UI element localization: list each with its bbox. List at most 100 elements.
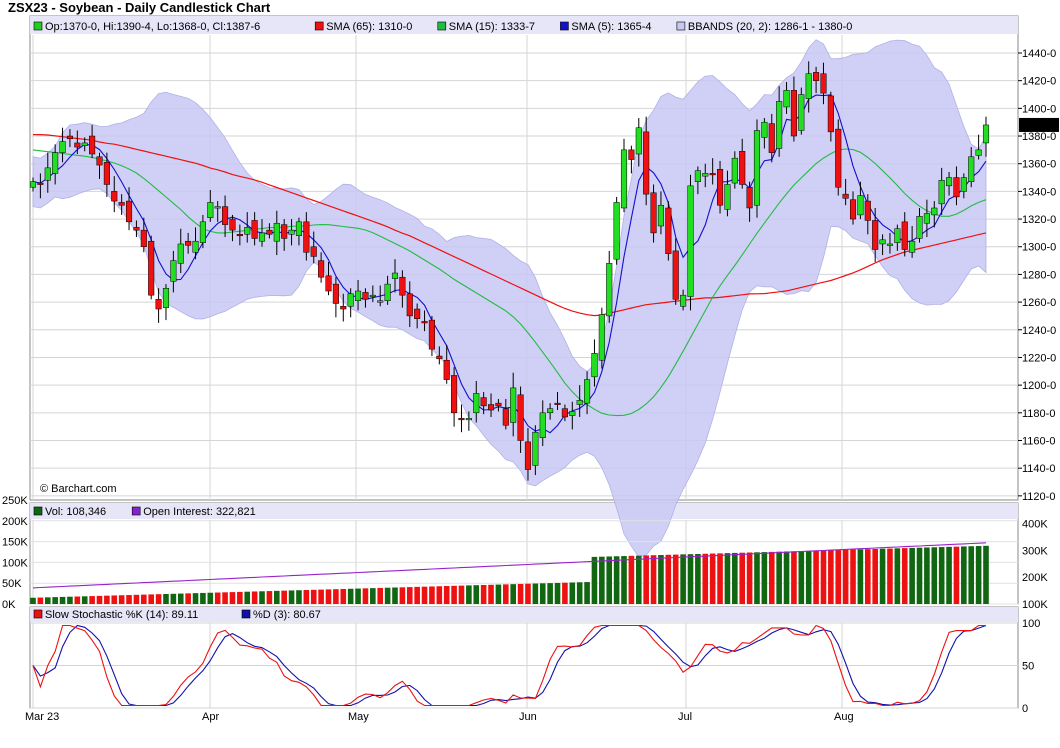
volume-bar <box>488 584 494 604</box>
x-tick-label: Jun <box>519 711 537 723</box>
x-tick-label: Apr <box>202 711 219 723</box>
volume-bar <box>303 590 310 604</box>
volume-bar <box>288 590 295 604</box>
candle <box>325 275 332 292</box>
candle <box>879 239 886 245</box>
candle <box>332 283 339 304</box>
volume-bar <box>296 590 302 604</box>
volume-bar <box>650 555 657 604</box>
volume-bar <box>237 591 243 604</box>
volume-bar <box>517 583 524 604</box>
volume-bar <box>569 582 576 604</box>
volume-bar <box>946 546 952 604</box>
price-tick-label: 1440-0 <box>1022 48 1056 60</box>
volume-bar <box>938 547 945 604</box>
candle <box>561 408 568 418</box>
volume-bar <box>739 552 746 604</box>
stochastic-tick-label: 0 <box>1022 703 1028 715</box>
volume-bar <box>480 584 487 604</box>
price-legend-swatch <box>676 21 686 31</box>
candle <box>391 272 399 279</box>
volume-bar <box>857 549 864 604</box>
volume-bar <box>672 554 679 604</box>
volume-bar <box>141 594 147 604</box>
volume-bar <box>798 551 805 604</box>
candle <box>620 149 628 209</box>
oi-tick-label: 100K <box>1022 599 1048 611</box>
chart-title: ZSX23 - Soybean - Daily Candlestick Char… <box>8 0 271 15</box>
volume-bar <box>229 592 236 604</box>
volume-bar <box>318 589 324 604</box>
candle <box>89 135 96 155</box>
candle <box>229 218 236 231</box>
candle <box>709 173 716 176</box>
volume-bar <box>916 547 923 604</box>
volume-bar <box>392 587 398 604</box>
candle <box>716 168 724 206</box>
stochastic-panel <box>29 606 1019 709</box>
candle <box>813 72 820 81</box>
volume-bar <box>547 583 553 604</box>
price-tick-label: 1120-0 <box>1022 491 1055 503</box>
volume-bar <box>406 587 413 604</box>
price-tick-label: 1300-0 <box>1022 242 1056 254</box>
candle <box>746 186 753 209</box>
candle <box>207 202 214 218</box>
volume-bar <box>961 546 967 604</box>
candle <box>52 152 59 174</box>
volume-bar <box>126 595 132 604</box>
volume-bar <box>606 556 613 604</box>
price-tick-label: 1240-0 <box>1022 325 1056 337</box>
volume-bar <box>525 583 531 604</box>
volume-bar <box>591 556 598 604</box>
volume-bar <box>805 550 812 604</box>
volume-bar <box>562 582 568 604</box>
volume-bar <box>510 584 516 604</box>
volume-bar <box>214 592 221 604</box>
candle <box>384 283 391 301</box>
candle <box>635 127 642 155</box>
candle <box>827 95 834 133</box>
sma15-line <box>32 148 987 417</box>
price-legend-label: SMA (5): 1365-4 <box>571 21 651 33</box>
stochastic-legend-swatch <box>241 609 251 619</box>
candle <box>753 130 761 206</box>
volume-bar <box>813 550 819 604</box>
volume-bar <box>503 584 509 604</box>
candle <box>436 355 443 360</box>
candle <box>657 204 664 227</box>
x-tick-label: Aug <box>834 711 854 723</box>
stochastic-legend-bar <box>30 607 1018 622</box>
volume-bar <box>643 555 649 604</box>
volume-tick-label: 250K <box>2 495 28 507</box>
candle <box>44 167 51 181</box>
candle <box>66 135 73 140</box>
candle <box>982 124 990 144</box>
volume-tick-label: 0K <box>2 599 16 611</box>
volume-bar <box>842 549 849 604</box>
volume-bar <box>436 586 443 604</box>
volume-bar <box>81 596 88 604</box>
candle <box>362 292 369 300</box>
candle <box>214 206 221 209</box>
volume-bar <box>177 593 184 604</box>
candle <box>665 207 672 254</box>
candle <box>473 393 480 414</box>
volume-bar <box>872 548 878 604</box>
candle <box>177 243 184 264</box>
candle <box>702 173 709 177</box>
volume-bar <box>495 584 502 604</box>
volume-bar <box>340 588 347 604</box>
oi-tick-label: 400K <box>1022 518 1048 530</box>
price-tick-label: 1420-0 <box>1022 76 1056 88</box>
candle <box>569 411 576 416</box>
candle <box>857 195 864 216</box>
volume-legend-bar <box>30 503 1018 519</box>
volume-bar <box>532 583 539 604</box>
volume-bar <box>761 552 768 604</box>
price-tick-label: 1380-0 <box>1022 131 1056 143</box>
stochastic-legend-label: Slow Stochastic %K (14): 89.11 <box>45 609 198 621</box>
candle <box>576 400 583 405</box>
volume-bar <box>466 585 472 604</box>
volume-legend-swatch <box>33 506 43 516</box>
